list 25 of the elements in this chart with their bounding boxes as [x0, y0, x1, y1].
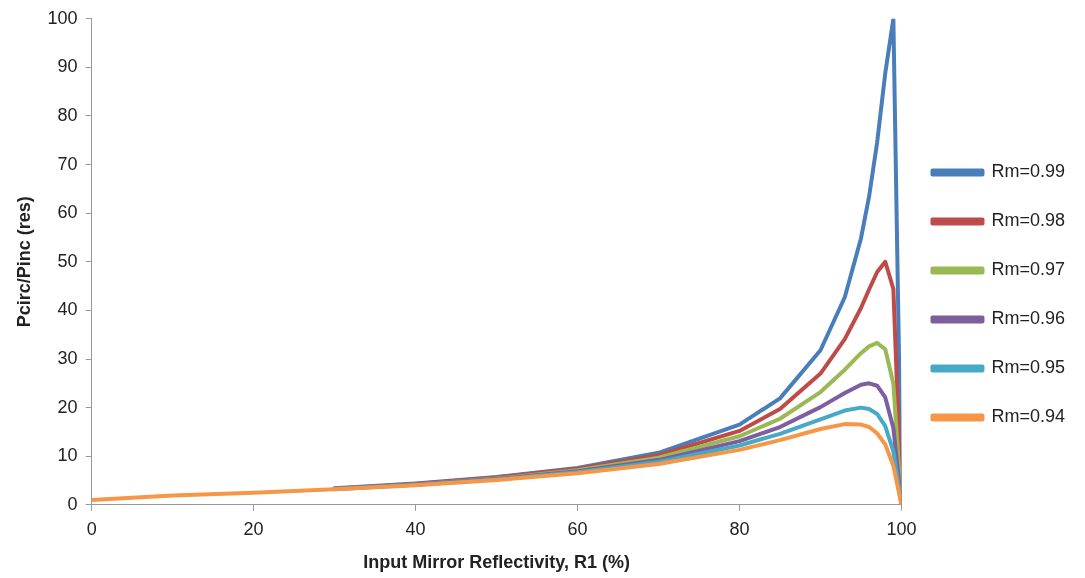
- y-tick-label: 40: [57, 299, 78, 320]
- y-tick-label: 60: [57, 202, 78, 223]
- x-tick-label: 20: [243, 518, 264, 539]
- y-tick-label: 70: [57, 153, 78, 174]
- y-tick-label: 80: [57, 104, 78, 125]
- y-tick-label: 10: [57, 445, 78, 466]
- x-tick-label: 60: [567, 518, 588, 539]
- x-tick-label: 40: [405, 518, 426, 539]
- y-tick-label: 0: [67, 493, 78, 514]
- y-tick-label: 90: [57, 56, 78, 77]
- legend-label: Rm=0.97: [991, 259, 1066, 280]
- y-tick-label: 20: [57, 396, 78, 417]
- y-tick-label: 100: [47, 7, 78, 28]
- x-axis-title: Input Mirror Reflectivity, R1 (%): [363, 552, 630, 573]
- y-tick-label: 30: [57, 347, 78, 368]
- x-tick-label: 0: [86, 518, 97, 539]
- x-tick-label: 80: [729, 518, 750, 539]
- legend-label: Rm=0.95: [991, 357, 1066, 378]
- legend-label: Rm=0.94: [991, 406, 1066, 427]
- legend-label: Rm=0.96: [991, 308, 1066, 329]
- y-axis-title: Pcirc/Pinc (res): [13, 196, 34, 328]
- legend-label: Rm=0.99: [991, 161, 1066, 182]
- legend-label: Rm=0.98: [991, 210, 1066, 231]
- y-tick-label: 50: [57, 250, 78, 271]
- x-tick-label: 100: [886, 518, 917, 539]
